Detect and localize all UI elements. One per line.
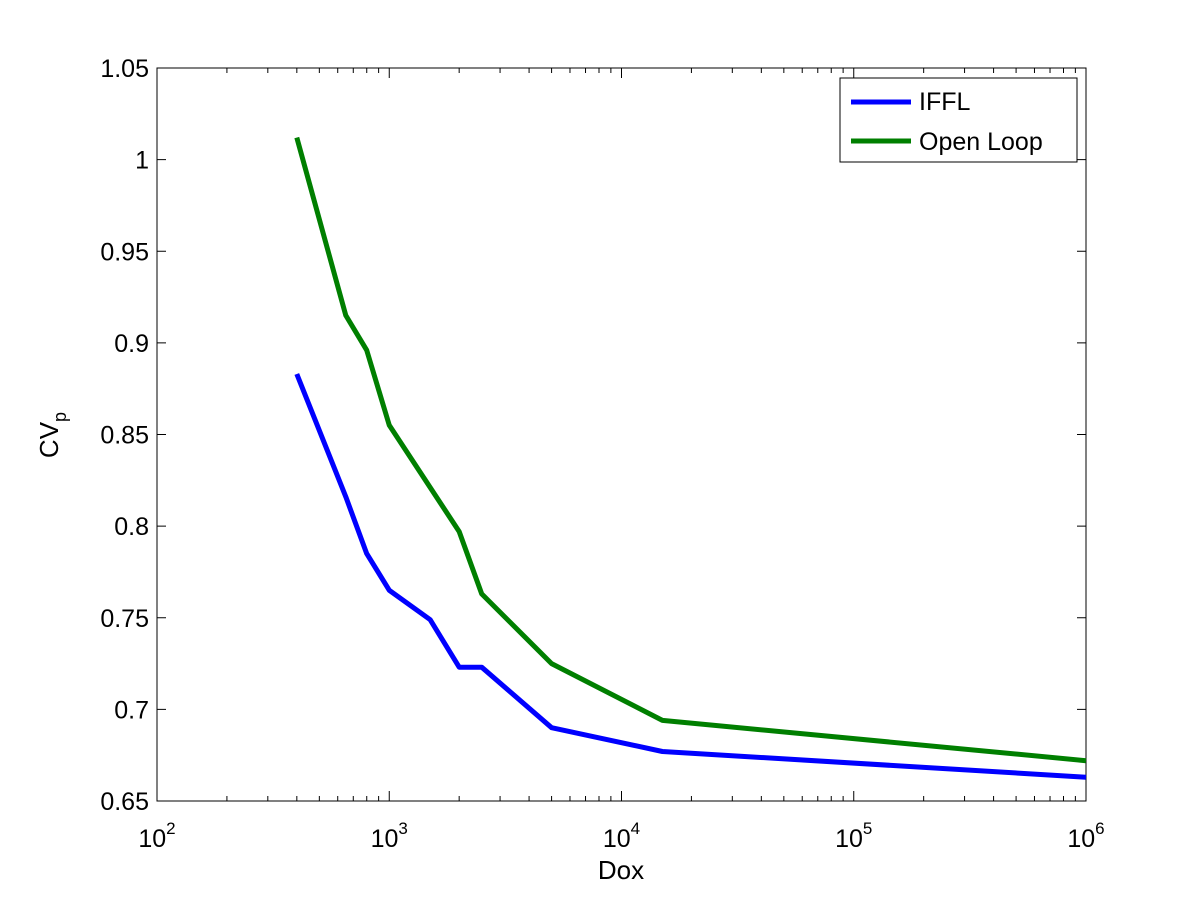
y-tick-label: 0.95: [100, 238, 149, 266]
series-layer: [294, 136, 1087, 780]
y-tick-label: 1: [135, 147, 149, 175]
legend-label-open-loop: Open Loop: [919, 128, 1043, 156]
x-tick-label-exponent: 4: [631, 819, 640, 838]
x-tick-label: 104: [603, 819, 640, 853]
y-tick-label: 0.7: [114, 696, 149, 724]
x-tick-label: 105: [835, 819, 872, 853]
plot-area: [156, 67, 1087, 802]
x-tick-label-base: 10: [603, 825, 631, 853]
y-tick-label: 1.05: [100, 55, 149, 83]
x-tick-label-exponent: 2: [166, 819, 175, 838]
x-tick-label: 102: [138, 819, 175, 853]
x-tick-label-base: 10: [371, 825, 399, 853]
x-tick-label-base: 10: [138, 825, 166, 853]
y-axis-label-main: CV: [34, 421, 64, 458]
series-line-open-loop: [294, 136, 1087, 764]
y-tick-label: 0.8: [114, 513, 149, 541]
y-tick-label: 0.85: [100, 422, 149, 450]
x-tick-label-base: 10: [1067, 825, 1095, 853]
x-tick-label: 103: [371, 819, 408, 853]
x-tick-label-exponent: 3: [398, 819, 407, 838]
x-tick-label: 106: [1067, 819, 1104, 853]
series-line-iffl: [294, 373, 1087, 780]
x-tick-label-exponent: 6: [1095, 819, 1104, 838]
x-tick-label-exponent: 5: [863, 819, 872, 838]
y-tick-label: 0.9: [114, 330, 149, 358]
ticks-layer: [156, 67, 1087, 802]
legend-box: [839, 77, 1078, 163]
y-tick-label: 0.75: [100, 605, 149, 633]
y-tick-label: 0.65: [100, 788, 149, 816]
y-axis-label-subscript: p: [50, 412, 70, 422]
x-tick-label-base: 10: [835, 825, 863, 853]
legend: IFFL Open Loop: [839, 77, 1078, 163]
y-axis-label: CVp: [34, 412, 70, 458]
legend-label-iffl: IFFL: [919, 88, 970, 116]
x-axis-label: Dox: [598, 855, 644, 885]
